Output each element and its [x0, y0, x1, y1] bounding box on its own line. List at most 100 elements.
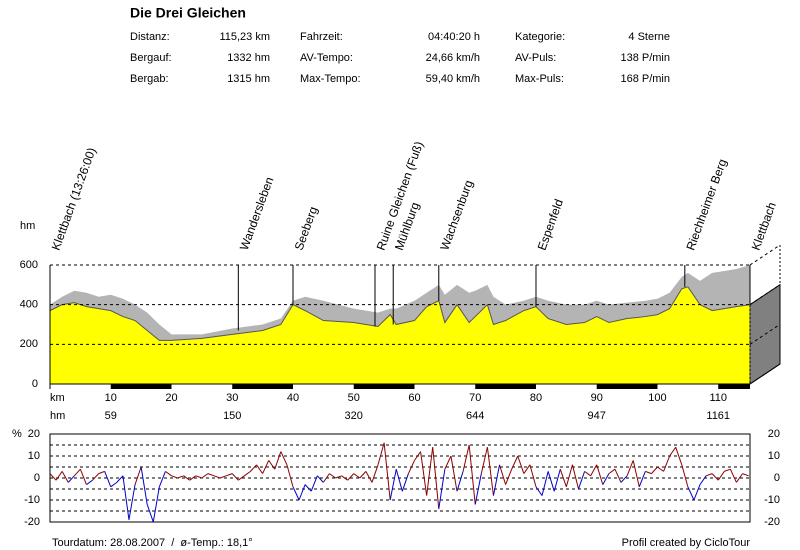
gradient-segment [322, 473, 330, 483]
waypoint-label: Seeberg [292, 205, 321, 252]
title: Die Drei Gleichen [130, 5, 246, 21]
gradient-segment [565, 464, 573, 487]
gradient-segment [699, 475, 707, 485]
gradient-segment [359, 471, 367, 479]
gradient-segment [602, 473, 610, 485]
gradient-segment [529, 464, 537, 487]
gradient-segment [468, 444, 476, 505]
gradient-segment [651, 466, 658, 474]
gradient-segment [736, 473, 743, 483]
gradient-segment [274, 451, 282, 470]
gradient-segment [499, 464, 507, 485]
gradient-segment [207, 473, 215, 477]
gradient-segment [231, 473, 239, 481]
waypoint-label: Espenfeld [535, 197, 566, 252]
gradient-segment [122, 475, 130, 520]
gradient-segment [681, 464, 689, 487]
gradient-segment [140, 466, 148, 505]
stat-value: 168 P/min [620, 73, 670, 85]
cumulative-value: 320 [345, 410, 363, 422]
gradient-segment [304, 484, 312, 492]
gradient-segment [371, 464, 379, 483]
gradient-segment [79, 469, 87, 485]
gradient-segment [486, 447, 494, 496]
gradient-segment [505, 469, 513, 485]
gradient-segment [195, 475, 203, 479]
gradient-segment [626, 460, 634, 476]
gradient-segment [462, 444, 470, 472]
y-tick-label-right: 20 [768, 428, 780, 440]
x-tick-label: 100 [648, 392, 666, 404]
gradient-segment [729, 468, 737, 483]
elevation-area [49, 286, 751, 385]
axis-band [110, 384, 172, 389]
footer-right: Profil created by CicloTour [622, 537, 751, 549]
gradient-segment [183, 475, 191, 481]
cumulative-value: 150 [223, 410, 241, 422]
gradient-segment [158, 471, 166, 487]
gradient-segment [177, 475, 184, 479]
stat-label: AV-Tempo: [300, 52, 353, 64]
grid-depth [749, 244, 781, 266]
gradient-segment [55, 471, 63, 481]
gradient-segment [645, 470, 652, 475]
x-axis-label: km [50, 392, 65, 404]
gradient-segment [134, 466, 142, 485]
x-tick-label: 10 [105, 392, 117, 404]
y-tick-label: 400 [20, 299, 38, 311]
cumulative-value: 1161 [706, 410, 730, 422]
gradient-segment [432, 447, 440, 509]
gradient-segment [620, 475, 628, 483]
gradient-segment [578, 471, 586, 490]
gradient-segment [724, 468, 731, 472]
cumulative-value: 947 [588, 410, 606, 422]
x-tick-label: 60 [408, 392, 420, 404]
gradient-segment [414, 451, 421, 461]
y-tick-label: -10 [24, 494, 40, 506]
gradient-segment [596, 464, 604, 485]
depth-bottom [749, 363, 781, 385]
y-tick-label: 0 [32, 378, 38, 390]
gradient-segment [152, 486, 160, 523]
y-axis-label: % [12, 428, 22, 440]
gradient-segment [262, 460, 270, 474]
stat-value: 1332 hm [227, 52, 270, 64]
stat-value: 4 Sterne [628, 31, 670, 43]
gradient-segment [420, 451, 428, 496]
gradient-segment [492, 464, 501, 496]
y-tick-label: 20 [28, 428, 40, 440]
x-tick-label: 30 [226, 392, 238, 404]
gradient-segment [377, 442, 385, 465]
gradient-segment [590, 464, 598, 477]
gradient-segment [474, 473, 482, 505]
gradient-segment [438, 469, 446, 509]
stat-label: AV-Puls: [515, 52, 556, 64]
gradient-segment [128, 484, 136, 520]
gradient-segment [347, 473, 355, 481]
axis-band [718, 384, 750, 389]
gradient-segment [73, 468, 81, 477]
gradient-segment [456, 471, 464, 492]
gradient-segment [225, 473, 233, 477]
x-tick-label: 70 [469, 392, 481, 404]
footer-left: Tourdatum: 28.08.2007 / ø-Temp.: 18,1° [52, 537, 253, 549]
gradient-segment [335, 475, 342, 479]
gradient-segment [742, 473, 749, 477]
stat-label: Kategorie: [515, 31, 565, 43]
gradient-segment [104, 471, 112, 487]
gradient-segment [98, 470, 105, 475]
gradient-segment [383, 442, 391, 501]
stat-value: 138 P/min [620, 52, 670, 64]
gradient-segment [711, 473, 719, 481]
gradient-segment [480, 447, 488, 474]
cumulative-value: 59 [105, 410, 117, 422]
waypoint-label: Klettbach [749, 200, 779, 252]
gradient-segment [298, 484, 306, 501]
gradient-segment [395, 469, 403, 492]
gradient-segment [171, 475, 178, 479]
stat-label: Max-Tempo: [300, 73, 361, 85]
gradient-segment [250, 464, 257, 472]
gradient-segment [310, 475, 318, 492]
gradient-segment [450, 455, 458, 492]
gradient-segment [517, 455, 525, 474]
